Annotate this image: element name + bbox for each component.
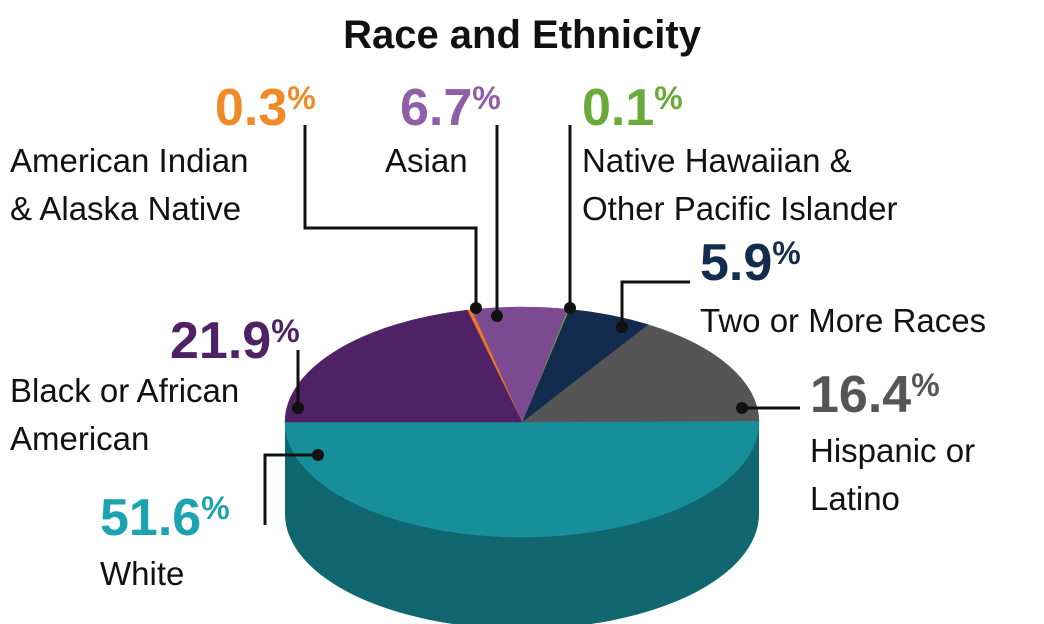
pie-side bbox=[285, 422, 759, 624]
category-label: Native Hawaiian & Other Pacific Islander bbox=[582, 142, 897, 227]
value-label: 0.3% bbox=[215, 79, 316, 137]
leader-line bbox=[263, 453, 318, 525]
leader-dot bbox=[491, 310, 503, 322]
pie-slice bbox=[521, 324, 760, 423]
chart-title: Race and Ethnicity bbox=[343, 13, 702, 57]
value-label: 16.4% bbox=[810, 366, 940, 424]
category-label: Two or More Races bbox=[700, 302, 986, 339]
leader-dot bbox=[292, 402, 304, 414]
pie-slice bbox=[284, 309, 523, 423]
category-label: Hispanic or Latino bbox=[810, 432, 975, 517]
leader-dot bbox=[470, 302, 482, 314]
value-label: 6.7% bbox=[400, 79, 501, 137]
leader-dot bbox=[616, 321, 628, 333]
value-label: 21.9% bbox=[170, 312, 300, 370]
category-label: White bbox=[100, 555, 184, 592]
category-label: American Indian & Alaska Native bbox=[10, 142, 248, 227]
leader-dot bbox=[564, 302, 576, 314]
category-label: Asian bbox=[385, 142, 468, 179]
pie-sides bbox=[285, 422, 759, 624]
value-label: 0.1% bbox=[582, 79, 683, 137]
leader-dot bbox=[736, 402, 748, 414]
leader-line bbox=[620, 280, 690, 327]
category-label: Black or African American bbox=[10, 372, 239, 457]
pie-slice bbox=[284, 420, 760, 538]
value-label: 5.9% bbox=[700, 234, 801, 292]
leader-dot bbox=[312, 449, 324, 461]
leader-line bbox=[303, 125, 478, 308]
value-label: 51.6% bbox=[100, 489, 230, 547]
